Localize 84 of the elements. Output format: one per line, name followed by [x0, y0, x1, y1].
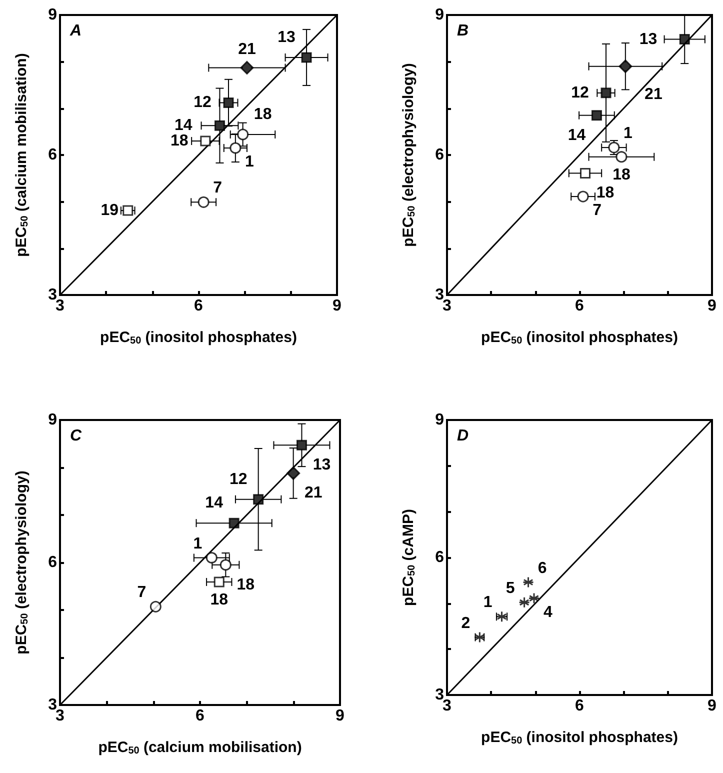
y-tick-label: 9 [435, 6, 444, 24]
point [253, 494, 264, 505]
y-tick-label: 9 [435, 412, 444, 428]
point [518, 596, 530, 608]
x-tick-label: 9 [336, 708, 345, 724]
y-tick-label: 9 [48, 6, 58, 24]
chart-title: C [70, 428, 82, 444]
x-tick-label: 6 [194, 298, 204, 314]
x-tick-label: 6 [196, 708, 205, 724]
annotation: 21 [644, 86, 662, 103]
chart-title: D [457, 428, 469, 444]
point [600, 88, 612, 98]
annotation: 6 [538, 560, 547, 577]
annotation: 12 [194, 94, 212, 112]
annotation: 21 [304, 484, 322, 502]
point [220, 559, 232, 571]
point [296, 440, 307, 450]
point [150, 600, 162, 612]
point [286, 466, 300, 480]
annotation: 14 [174, 117, 192, 134]
point [240, 60, 254, 74]
annotation: 13 [312, 456, 331, 474]
y-tick-label: 6 [48, 146, 58, 164]
annotation: 18 [236, 576, 255, 594]
point [577, 190, 589, 202]
y-tick-label: 6 [435, 549, 444, 566]
point [206, 552, 218, 564]
point [198, 196, 210, 208]
point [522, 576, 534, 588]
annotation: 4 [544, 604, 553, 621]
annotation: 18 [254, 106, 272, 123]
annotation: 7 [592, 202, 602, 220]
point [618, 60, 632, 74]
y-tick-label: 3 [435, 286, 444, 304]
point [214, 576, 224, 588]
point [214, 120, 225, 131]
annotation: 1 [483, 594, 492, 612]
annotation: 12 [229, 470, 248, 488]
point [616, 151, 628, 163]
x-tick-label: 6 [575, 298, 584, 314]
y-tick-label: 3 [435, 686, 444, 704]
point [237, 128, 249, 140]
point [580, 168, 590, 178]
annotation: 7 [137, 584, 146, 602]
point [230, 142, 242, 154]
x-tick-label: 9 [332, 298, 342, 314]
y-axis-title: pEC50 (calcium mobilisation) [13, 53, 30, 257]
y-tick-label: 6 [435, 146, 444, 164]
y-axis-title: pEC50 (electrophysiology) [13, 470, 30, 654]
x-tick-label: 9 [708, 298, 717, 314]
point [200, 136, 211, 146]
annotation: 14 [205, 494, 224, 512]
annotation: 7 [213, 180, 222, 197]
annotation: 18 [596, 184, 614, 202]
point [228, 518, 240, 528]
annotation: 1 [193, 535, 202, 552]
point [591, 110, 602, 121]
x-tick-label: 6 [575, 698, 584, 714]
y-tick-label: 9 [48, 412, 58, 428]
y-tick-label: 3 [48, 286, 58, 304]
chart-title: A [69, 22, 82, 40]
annotation: 13 [639, 30, 658, 48]
annotation: 13 [278, 28, 296, 46]
annotation: 1 [623, 125, 632, 142]
annotation: 18 [612, 166, 630, 184]
annotation: 5 [506, 580, 515, 597]
annotation: 14 [568, 126, 586, 144]
y-axis-title: pEC50 (cAMP) [400, 509, 418, 606]
annotation: 12 [571, 84, 589, 102]
chart-title: B [457, 22, 469, 40]
point [223, 97, 234, 108]
annotation: 19 [100, 202, 119, 220]
y-axis-title: pEC50 (electrophysiology) [400, 63, 418, 247]
annotation: 1 [244, 154, 254, 170]
annotation: 18 [210, 592, 228, 609]
point [679, 34, 690, 45]
x-tick-label: 9 [708, 698, 717, 714]
annotation: 21 [238, 41, 256, 58]
annotation: 18 [170, 132, 188, 150]
point [528, 592, 540, 604]
point [122, 205, 134, 216]
point [301, 52, 312, 63]
y-tick-label: 6 [48, 554, 58, 571]
annotation: 2 [461, 614, 470, 632]
